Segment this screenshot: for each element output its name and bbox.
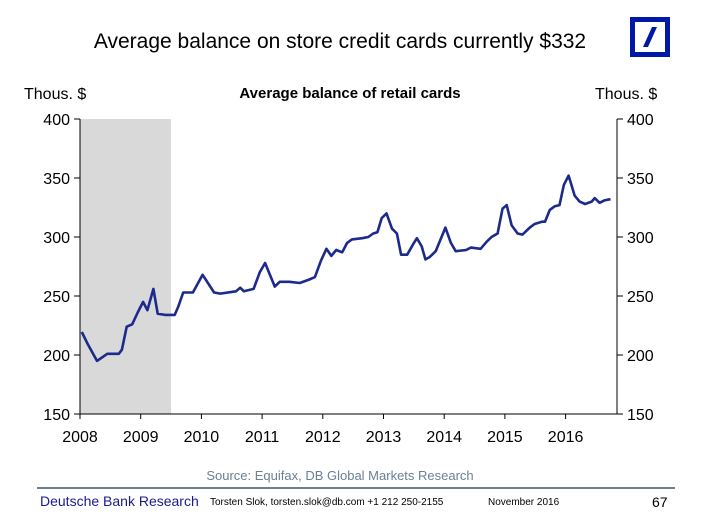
line-chart: 150 150 200 200 250 250 300 300 350 350 400 400 2008… [43, 112, 654, 446]
x-tick-label: 2016 [548, 429, 584, 446]
y-tick-label-left: 150 [43, 407, 70, 424]
x-tick-label: 2013 [366, 429, 402, 446]
x-tick-label: 2015 [487, 429, 523, 446]
y-tick-label-right: 200 [627, 348, 654, 365]
y-tick-label-left: 250 [43, 289, 70, 306]
x-tick-label: 2009 [123, 429, 159, 446]
chart-title: Average balance of retail cards [239, 85, 461, 102]
y-tick-label-right: 150 [627, 407, 654, 424]
y-tick-label-right: 350 [627, 171, 654, 188]
logo-slash-icon [643, 27, 657, 47]
footer-date: November 2016 [488, 497, 560, 508]
y-tick-label-right: 250 [627, 289, 654, 306]
x-tick-label: 2014 [426, 429, 462, 446]
source-note: Source: Equifax, DB Global Markets Resea… [206, 468, 474, 483]
deutsche-bank-logo-icon [630, 17, 670, 57]
y-tick-label-left: 350 [43, 171, 70, 188]
footer-brand: Deutsche Bank Research [40, 493, 199, 509]
y-axis-right-unit: Thous. $ [595, 86, 658, 103]
y-tick-label-right: 400 [627, 112, 654, 129]
slide-title: Average balance on store credit cards cu… [93, 30, 587, 53]
x-tick-label: 2012 [305, 429, 341, 446]
page-number: 67 [652, 494, 668, 510]
y-axis-left-unit: Thous. $ [24, 86, 87, 103]
x-tick-label: 2008 [62, 429, 98, 446]
y-tick-label-left: 300 [43, 230, 70, 247]
recession-shading [80, 119, 172, 414]
y-tick-label-left: 400 [43, 112, 70, 129]
x-tick-label: 2010 [184, 429, 220, 446]
footer-divider [37, 487, 675, 489]
y-tick-label-right: 300 [627, 230, 654, 247]
x-tick-label: 2011 [245, 429, 280, 446]
y-tick-label-left: 200 [43, 348, 70, 365]
footer-contact: Torsten Slok, torsten.slok@db.com +1 212… [210, 497, 444, 508]
